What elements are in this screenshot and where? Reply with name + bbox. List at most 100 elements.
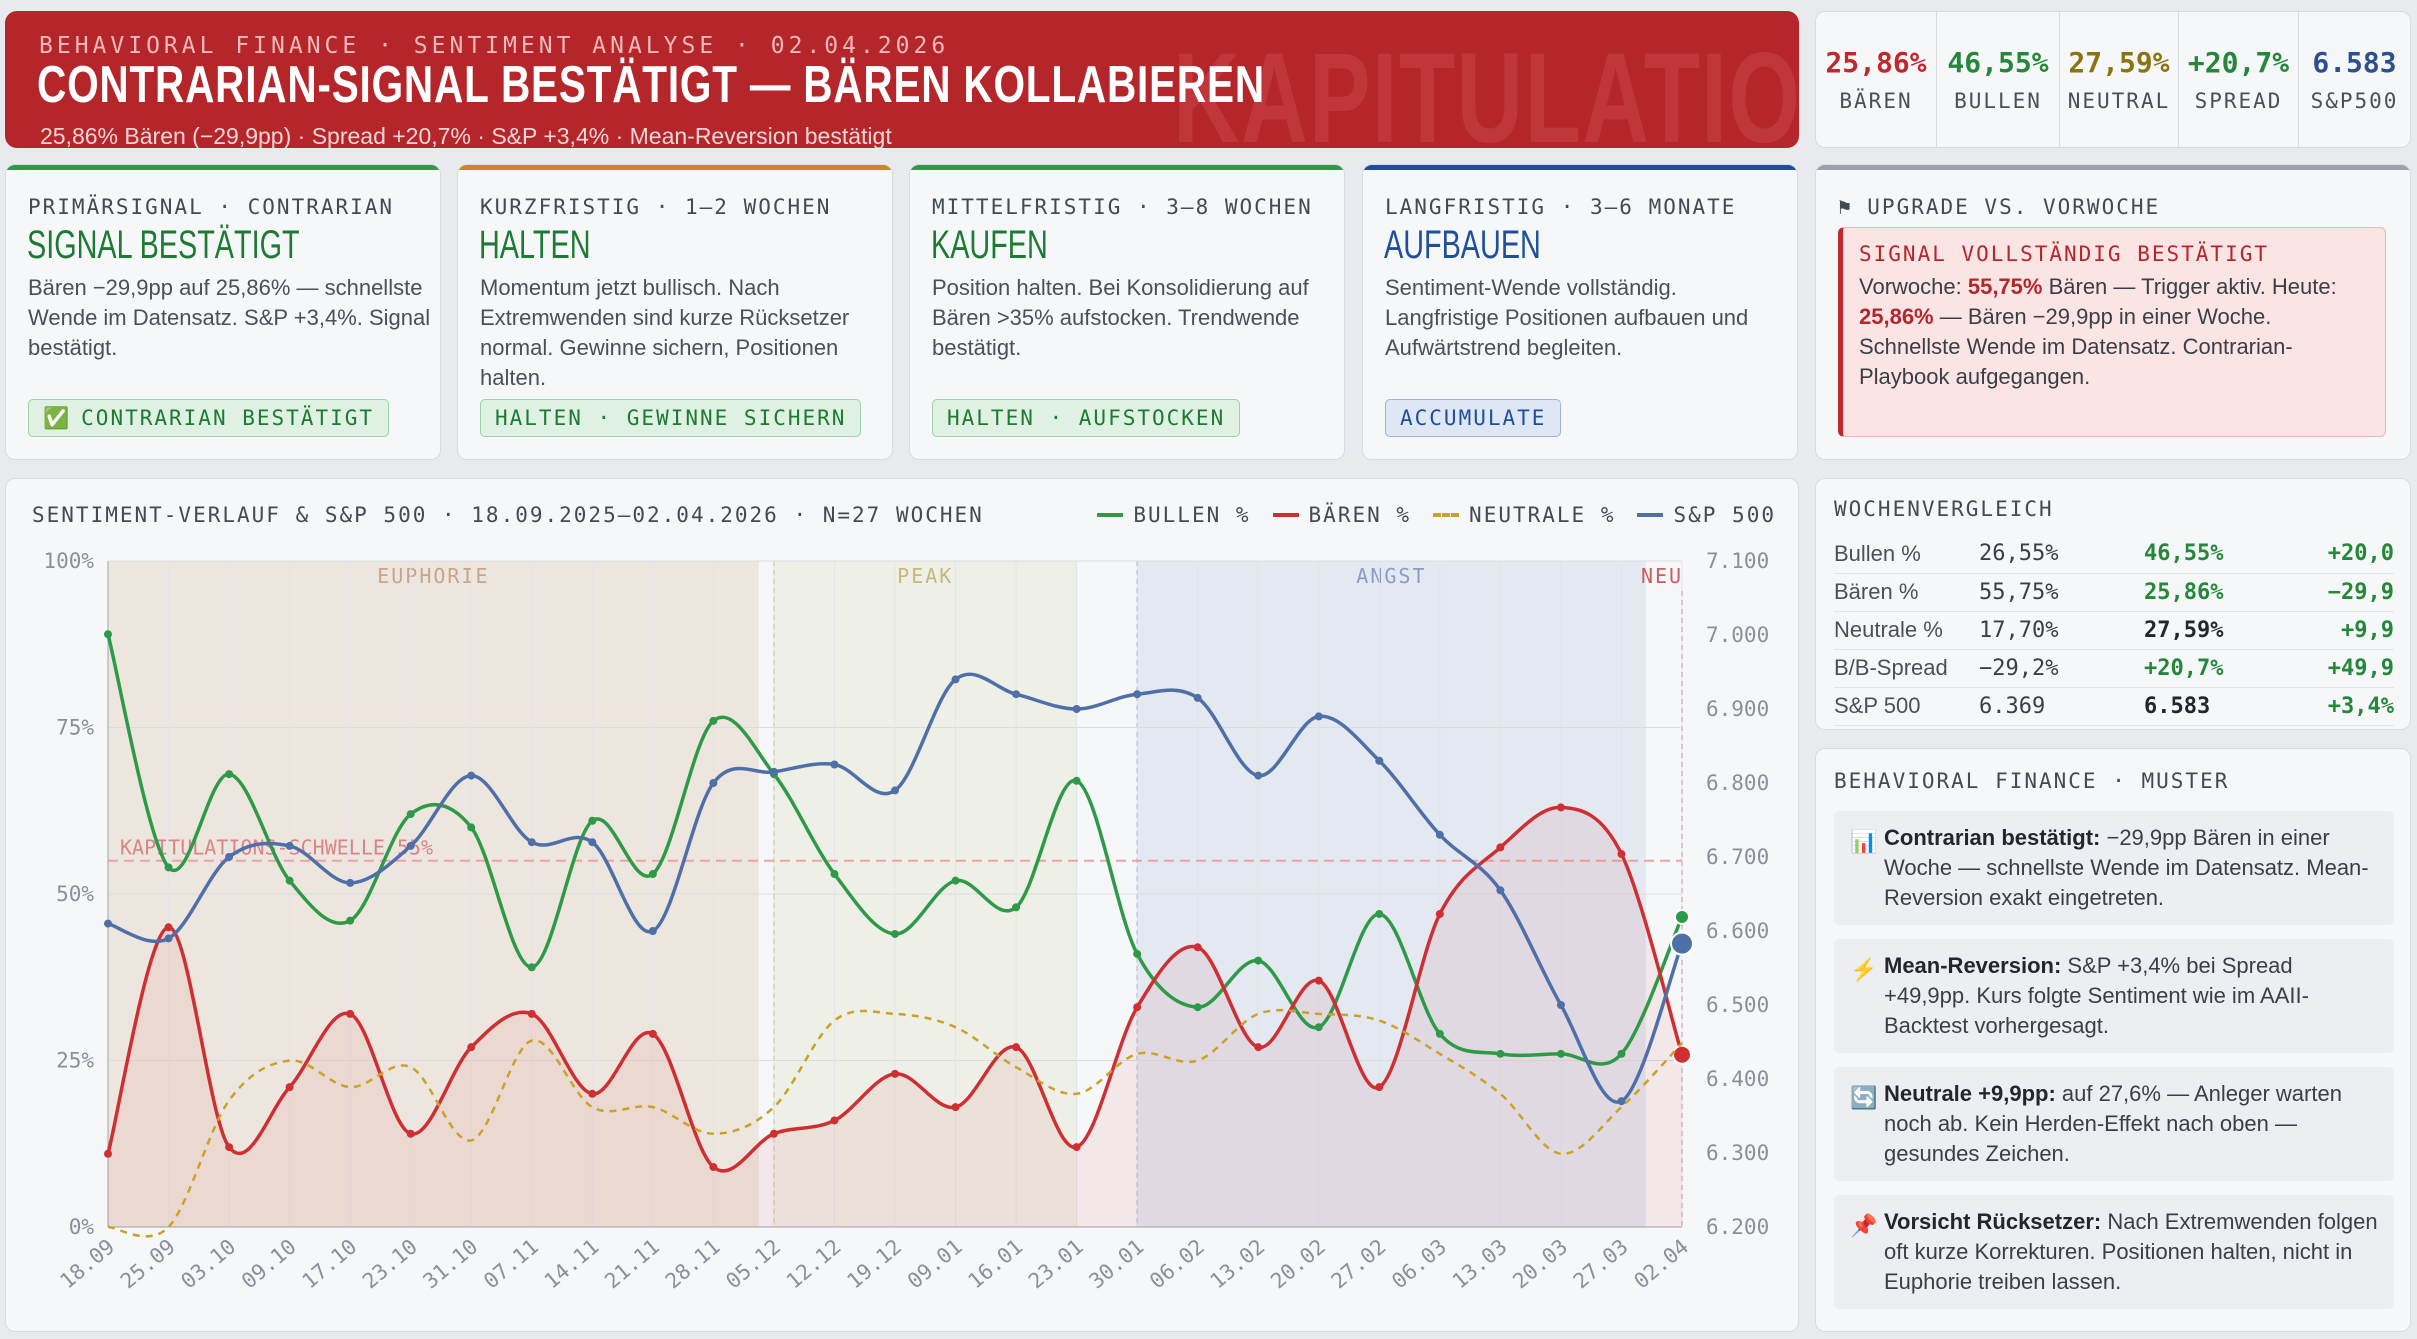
kpi-label: S&P500 xyxy=(2310,89,2399,113)
upgrade-text-part: — Bären −29,9pp in einer Woche. Schnells… xyxy=(1859,304,2293,389)
y-tick-label-left: 0% xyxy=(69,1215,95,1239)
data-point xyxy=(406,1129,415,1138)
data-point xyxy=(1617,1097,1626,1106)
data-point xyxy=(1672,1044,1692,1065)
pattern-text: Vorsicht Rücksetzer: Nach Extremwenden f… xyxy=(1884,1207,2380,1297)
card-title: HALTEN xyxy=(479,223,591,267)
data-point xyxy=(1012,690,1021,699)
pattern-body: auf 27,6% — Anleger warten noch ab. Kein… xyxy=(1884,1081,2342,1166)
data-point xyxy=(588,816,597,825)
card-label: KURZFRISTIG · 1–2 WOCHEN xyxy=(480,195,832,219)
row-delta: +3,4% xyxy=(2304,687,2394,726)
data-point xyxy=(346,1009,355,1018)
badge-label: HALTEN · AUFSTOCKEN xyxy=(947,406,1226,430)
comparison-label: WOCHENVERGLEICH xyxy=(1834,497,2054,521)
pattern-heading: Contrarian bestätigt: xyxy=(1884,825,2101,850)
x-tick-label: 14.11 xyxy=(540,1234,604,1293)
y-tick-label-left: 50% xyxy=(56,882,94,906)
kpi-value: 6.583 xyxy=(2312,46,2397,79)
signal-badge: HALTEN · GEWINNE SICHERN xyxy=(480,399,862,437)
upgrade-label: ⚑ UPGRADE VS. VORWOCHE xyxy=(1838,195,2161,219)
pattern-heading: Mean-Reversion: xyxy=(1884,953,2062,978)
y-tick-label-right: 6.600 xyxy=(1706,919,1769,943)
pattern-text: Contrarian bestätigt: −29,9pp Bären in e… xyxy=(1884,823,2380,913)
comparison-row: Bären % 55,75% 25,86% −29,9 xyxy=(1834,573,2394,612)
kpi-spread: +20,7% SPREAD xyxy=(2179,12,2299,147)
data-point xyxy=(406,841,415,850)
series-line-neutrale- xyxy=(107,1008,1683,1238)
kpi-label: BULLEN xyxy=(1954,89,2042,113)
patterns-label: BEHAVIORAL FINANCE · MUSTER xyxy=(1834,769,2230,793)
y-tick-label-left: 25% xyxy=(56,1049,94,1073)
signal-card-primary: PRIMÄRSIGNAL · CONTRARIAN SIGNAL BESTÄTI… xyxy=(5,164,441,460)
data-point xyxy=(891,929,899,938)
row-now-value: +20,7% xyxy=(2144,649,2304,688)
legend-label: BULLEN % xyxy=(1133,503,1251,527)
kpi-value: 25,86% xyxy=(1825,46,1927,79)
row-prev-value: 17,70% xyxy=(1979,611,2144,650)
x-tick-label: 31.10 xyxy=(419,1234,483,1293)
x-tick-label: 06.02 xyxy=(1145,1234,1209,1293)
series-line-s-p-500 xyxy=(107,672,1684,1104)
data-point xyxy=(1674,908,1690,925)
x-tick-label: 21.11 xyxy=(600,1234,664,1293)
data-point xyxy=(467,823,476,832)
data-point xyxy=(1375,909,1384,918)
data-point xyxy=(164,934,173,943)
x-tick-label: 02.04 xyxy=(1629,1234,1693,1293)
x-tick-label: 20.02 xyxy=(1266,1234,1330,1293)
data-point xyxy=(1072,1143,1081,1152)
row-label: Bären % xyxy=(1834,573,1979,612)
card-text: Position halten. Bei Konsolidierung auf … xyxy=(932,275,1309,360)
data-point xyxy=(648,927,657,935)
sentiment-chart: EUPHORIE PEAK ANGST NEU 0% 25% 50% 75% 100% 6.200… xyxy=(43,549,1769,1293)
row-delta: −29,9 xyxy=(2304,573,2394,612)
data-point xyxy=(1193,943,1202,952)
comparison-row: S&P 500 6.369 6.583 +3,4% xyxy=(1834,687,2394,726)
kpi-strip: 25,86% BÄREN 46,55% BULLEN 27,59% NEUTRA… xyxy=(1815,11,2411,148)
sentiment-chart-card: SENTIMENT-VERLAUF & S&P 500 · 18.09.2025… xyxy=(5,478,1799,1332)
refresh-icon: 🔄 xyxy=(1850,1085,1878,1110)
data-point xyxy=(164,923,173,932)
data-point xyxy=(891,786,899,795)
row-prev-value: 26,55% xyxy=(1979,535,2144,574)
card-accent-bar xyxy=(1363,165,1797,170)
data-point xyxy=(769,767,778,776)
row-label: Bullen % xyxy=(1834,535,1979,574)
data-point xyxy=(285,1083,294,1092)
phase-label: ANGST xyxy=(1356,564,1426,588)
legend-item-bullen: BULLEN % xyxy=(1097,503,1250,527)
data-point xyxy=(164,863,173,872)
x-tick-label: 06.03 xyxy=(1387,1234,1451,1293)
data-point xyxy=(951,1103,960,1112)
upgrade-prev-value: 55,75% xyxy=(1967,274,2043,299)
data-point xyxy=(1670,931,1694,956)
page-title: CONTRARIAN-SIGNAL BESTÄTIGT — BÄREN KOLL… xyxy=(37,56,1265,114)
data-point xyxy=(1617,850,1626,859)
baeren-area xyxy=(108,807,1682,1227)
signal-card-kurzfristig: KURZFRISTIG · 1–2 WOCHEN HALTEN Momentum… xyxy=(457,164,893,460)
pattern-body: S&P +3,4% bei Spread +49,9pp. Kurs folgt… xyxy=(1884,953,2309,1038)
data-point xyxy=(1314,712,1323,721)
upgrade-text: Vorwoche: 55,75% Bären — Trigger aktiv. … xyxy=(1859,272,2369,392)
y-tick-label-right: 6.700 xyxy=(1706,845,1769,869)
data-point xyxy=(1617,1049,1626,1058)
card-text: Momentum jetzt bullisch. Nach Extremwend… xyxy=(480,275,850,390)
signal-badge: HALTEN · AUFSTOCKEN xyxy=(932,399,1241,437)
data-point xyxy=(588,1089,597,1098)
y-tick-label-right: 6.200 xyxy=(1706,1215,1769,1239)
pattern-item: ⚡ Mean-Reversion: S&P +3,4% bei Spread +4… xyxy=(1834,939,2394,1053)
pattern-text: Mean-Reversion: S&P +3,4% bei Spread +49… xyxy=(1884,951,2380,1041)
upgrade-text-part: Bären — Trigger aktiv. Heute: xyxy=(2042,274,2337,299)
data-point xyxy=(225,770,234,779)
upgrade-heading: SIGNAL VOLLSTÄNDIG BESTÄTIGT xyxy=(1859,242,2270,266)
check-icon: ✅ xyxy=(43,405,72,430)
data-point xyxy=(1254,956,1263,965)
card-accent-bar xyxy=(1816,165,2410,170)
data-point xyxy=(104,1149,112,1158)
data-point xyxy=(1556,1001,1565,1009)
x-tick-label: 13.02 xyxy=(1206,1234,1270,1293)
comparison-row: Neutrale % 17,70% 27,59% +9,9 xyxy=(1834,611,2394,650)
data-point xyxy=(709,779,718,787)
data-point xyxy=(406,810,415,819)
